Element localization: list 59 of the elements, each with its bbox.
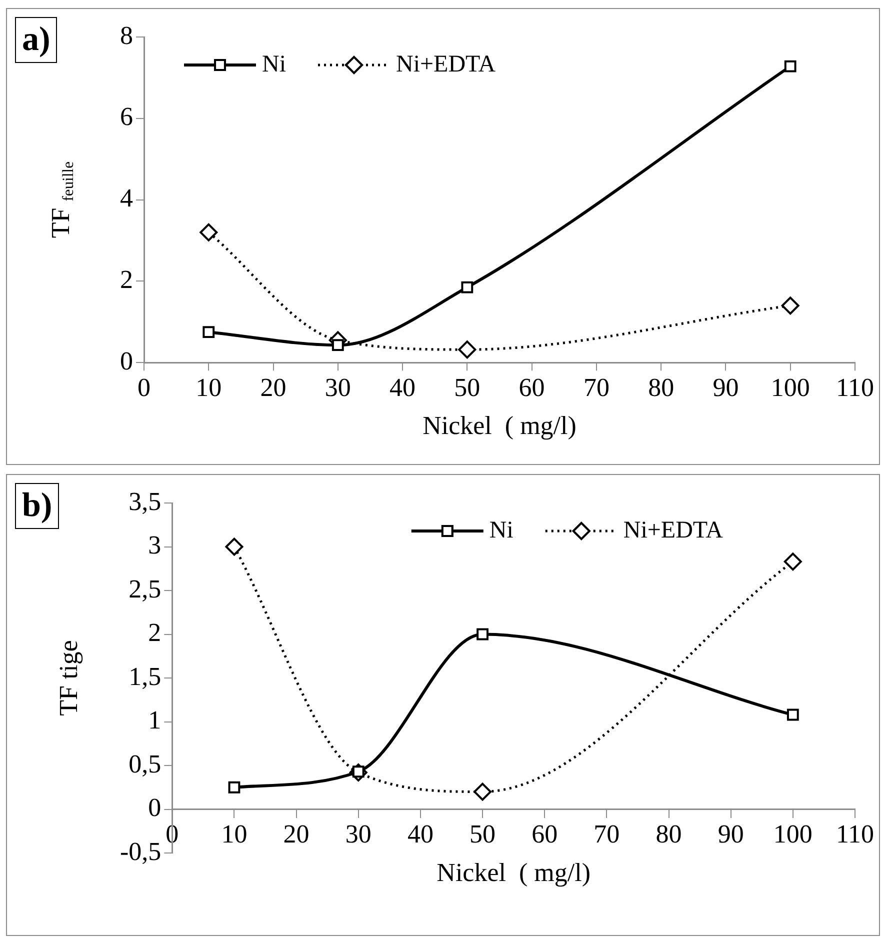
x-tick-label: 20: [283, 820, 310, 849]
text: b): [15, 483, 60, 529]
point: [784, 60, 796, 72]
x-axis-title: Nickel ( mg/l): [436, 858, 590, 887]
y-tick-label: 4: [120, 184, 133, 213]
legend-label: Ni+EDTA: [623, 517, 724, 544]
y-tick-label: -0,5: [120, 836, 162, 866]
y-tick-label: 1: [148, 706, 162, 735]
y-tick-label: 3,5: [128, 486, 162, 516]
y-tick-label: 0: [148, 793, 162, 822]
y-tick-label: 3: [148, 530, 162, 560]
y-tick-label: 0,5: [128, 749, 162, 778]
x-tick-label: 20: [260, 373, 286, 402]
x-tick-label: 80: [648, 373, 674, 402]
legend-label: Ni+EDTA: [396, 51, 496, 78]
point: [476, 628, 488, 640]
point: [461, 281, 474, 294]
x-tick-label: 90: [712, 373, 739, 402]
x-tick-label: 70: [594, 820, 620, 849]
legend-label: Ni: [489, 517, 514, 544]
x-tick-label: 110: [836, 820, 874, 849]
x-tick-label: 30: [324, 373, 351, 402]
y-tick-label: 2,5: [128, 574, 162, 604]
x-tick-label: 100: [770, 373, 810, 402]
x-tick-label: 40: [407, 820, 434, 849]
y-tick-label: 8: [120, 20, 133, 50]
y-tick-label: 2: [148, 618, 162, 648]
x-tick-label: 50: [470, 820, 496, 849]
x-tick-label: 10: [221, 820, 248, 849]
x-tick-label: 90: [718, 820, 744, 849]
point: [202, 326, 215, 338]
y-tick-label: 1,5: [128, 662, 162, 691]
point: [200, 223, 218, 242]
x-tick-label: 80: [656, 820, 682, 849]
x-tick-label: 70: [583, 373, 610, 402]
x-tick-label: 110: [836, 373, 874, 402]
point: [228, 781, 240, 794]
point: [225, 538, 244, 556]
x-tick-label: 10: [196, 373, 222, 402]
x-tick-label: 40: [390, 373, 416, 402]
y-axis-title: TF tige: [54, 640, 84, 716]
x-tick-label: 60: [518, 373, 545, 402]
y-tick-label: 6: [120, 102, 133, 132]
point: [786, 708, 799, 721]
y-tick-label: 2: [120, 265, 133, 294]
x-tick-label: 30: [345, 820, 372, 849]
legend-label: Ni: [262, 51, 286, 78]
point: [458, 340, 476, 359]
x-tick-label: 100: [773, 820, 812, 849]
x-tick-label: 50: [454, 373, 480, 402]
text: a): [15, 17, 58, 63]
point: [784, 552, 802, 571]
y-axis-title: TF feuille: [46, 161, 77, 238]
point: [332, 339, 344, 352]
y-tick-label: 0: [120, 346, 133, 376]
x-tick-label: 60: [532, 820, 558, 849]
x-axis-title: Nickel ( mg/l): [422, 411, 576, 440]
point: [474, 782, 492, 801]
point: [781, 296, 800, 315]
